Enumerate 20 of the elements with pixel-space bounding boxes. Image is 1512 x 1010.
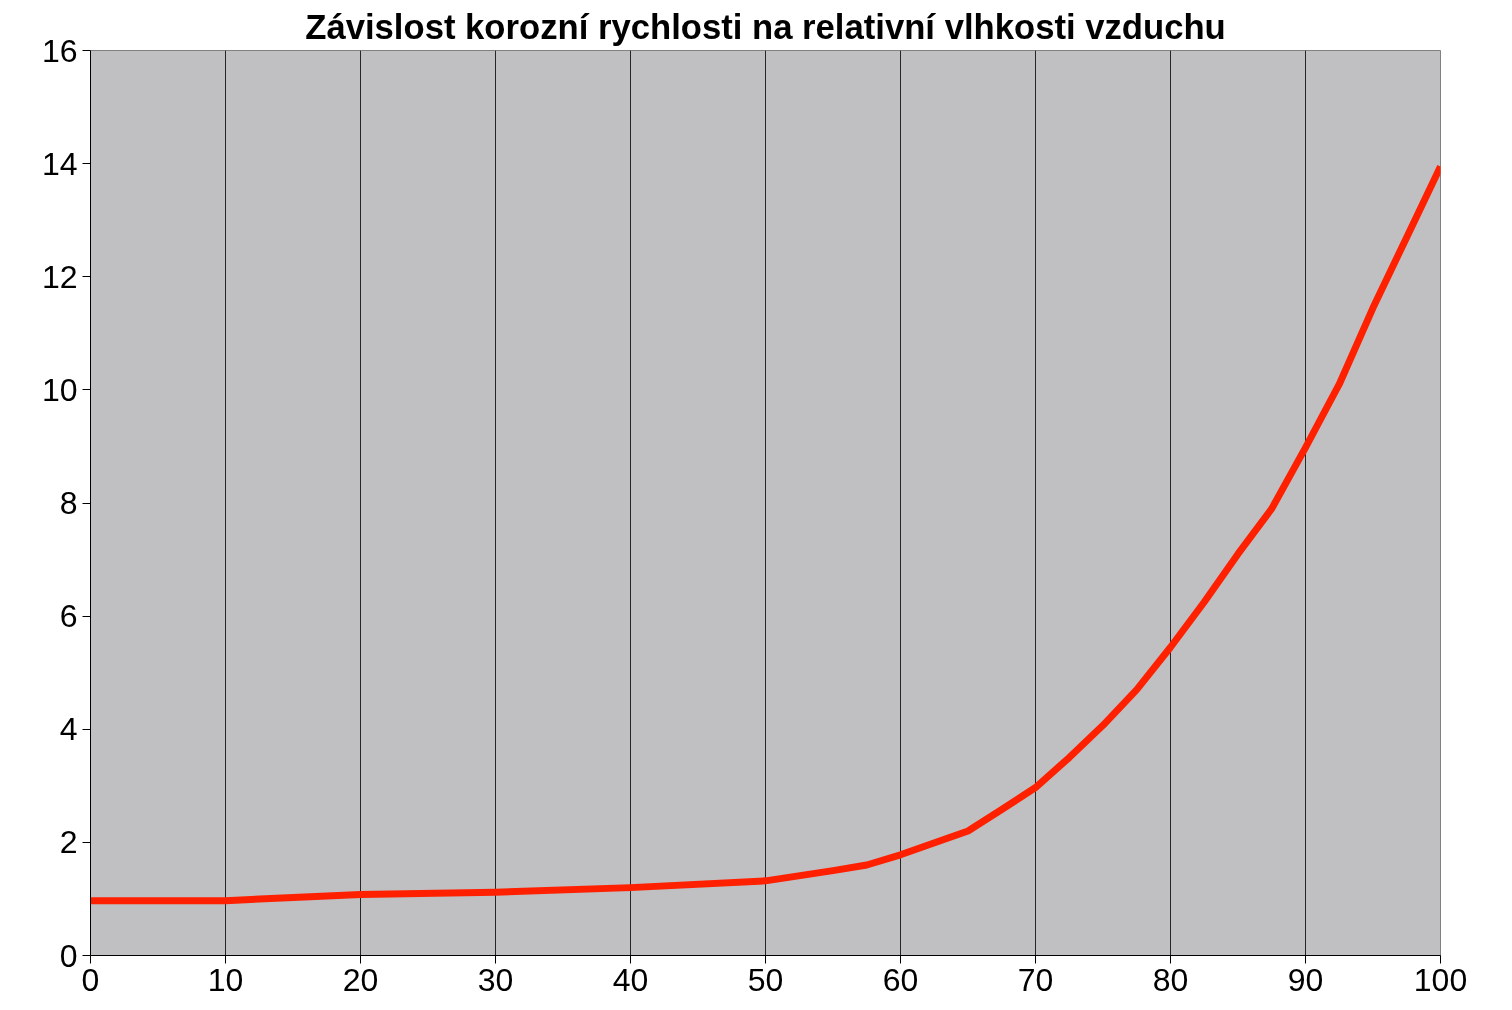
x-tick-label: 40	[612, 961, 649, 998]
y-tick-label: 2	[59, 824, 78, 861]
y-tick-label: 8	[59, 485, 78, 521]
y-tick-label: 6	[59, 598, 78, 635]
x-tick-label: 100	[1413, 961, 1468, 998]
x-tick-label: 10	[207, 961, 244, 998]
x-tick-label: 50	[747, 961, 784, 998]
x-tick-label: 20	[342, 961, 379, 998]
y-tick-label: 10	[41, 371, 78, 408]
y-tick-label: 4	[59, 711, 78, 748]
chart-title: Závislost korozní rychlosti na relativní vlhkosti vzduchu	[305, 7, 1226, 46]
y-tick-label: 16	[41, 32, 78, 69]
x-tick-label: 30	[477, 961, 514, 998]
x-tick-label: 90	[1287, 961, 1324, 998]
y-tick-label: 12	[41, 258, 78, 295]
x-tick-label: 60	[882, 961, 919, 998]
x-tick-label: 70	[1017, 961, 1054, 998]
x-tick-label: 80	[1152, 961, 1189, 998]
y-tick-label: 14	[41, 145, 78, 182]
y-tick-label: 0	[59, 937, 78, 974]
